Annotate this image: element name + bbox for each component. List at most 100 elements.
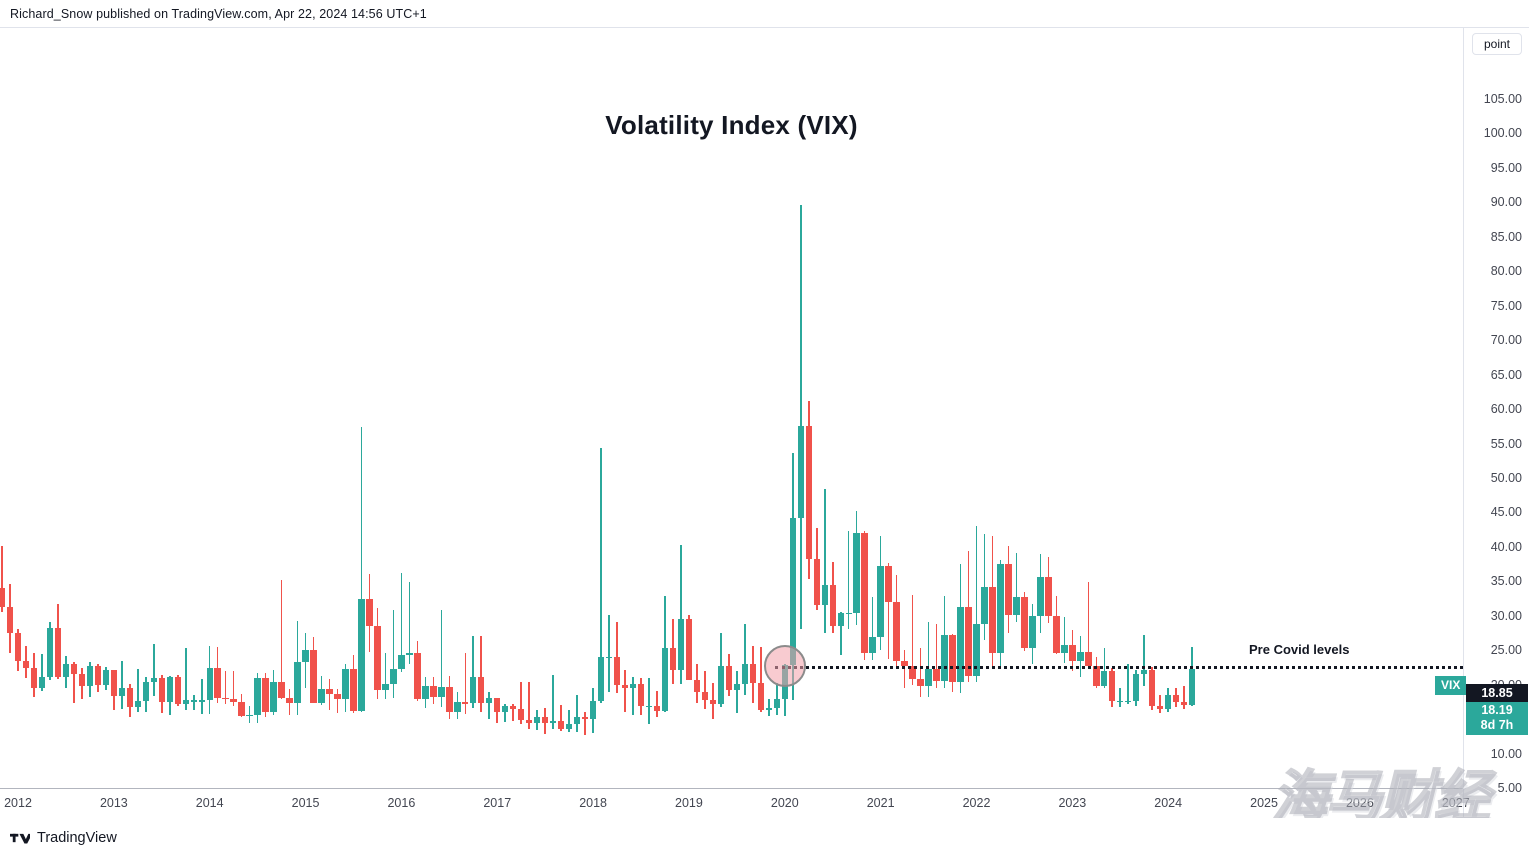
candle-wick — [1183, 685, 1185, 709]
price-tick-label: 80.00 — [1490, 264, 1522, 279]
candle-wick — [384, 652, 387, 699]
candle-body — [789, 518, 796, 665]
price-tick-label: 90.00 — [1490, 195, 1522, 210]
symbol-tag: VIX — [1435, 675, 1467, 695]
chart-plot-area[interactable]: Volatility Index (VIX) Pre Covid levels — [0, 28, 1463, 788]
candle-body — [342, 669, 349, 700]
candle-body — [1133, 673, 1140, 701]
candle-body — [350, 669, 357, 712]
candle-body — [605, 656, 613, 659]
candle-body — [589, 701, 597, 719]
price-tick-label: 65.00 — [1490, 367, 1522, 382]
candle-wick — [744, 623, 746, 695]
candle-body — [637, 683, 645, 707]
price-tick-label: 60.00 — [1490, 402, 1522, 417]
candle-body — [805, 425, 812, 559]
candle-wick — [568, 709, 570, 732]
candle-body — [302, 650, 309, 663]
time-tick-label: 2014 — [195, 796, 224, 810]
time-tick-label: 2021 — [866, 796, 895, 810]
price-tick-label: 95.00 — [1490, 160, 1522, 175]
candle-body — [877, 566, 884, 638]
candle-wick — [392, 609, 395, 698]
candle-body — [765, 707, 773, 710]
price-tick-label: 30.00 — [1490, 608, 1522, 623]
candle-body — [374, 625, 381, 691]
candle-body — [645, 705, 653, 708]
tradingview-mark-icon — [10, 833, 30, 844]
time-axis[interactable]: 2012 2013 2014 2015 2016 2017 2018 2019 2020 2021… — [0, 788, 1470, 818]
pre-covid-highlight-circle[interactable] — [764, 645, 806, 688]
candle-body — [262, 678, 269, 713]
candle-body — [997, 564, 1004, 653]
price-tick-label: 45.00 — [1490, 505, 1522, 520]
candle-body — [565, 724, 573, 729]
candle-body — [206, 667, 213, 701]
candle-body — [989, 587, 996, 653]
candle-body — [54, 628, 62, 677]
candle-body — [430, 686, 437, 697]
candle-body — [549, 721, 557, 724]
candle-body — [725, 665, 733, 691]
candle-wick — [232, 671, 235, 707]
candle-wick — [1087, 582, 1090, 670]
candle-wick — [488, 692, 491, 720]
candle-body — [46, 628, 54, 677]
candle-body — [1172, 695, 1180, 703]
candle-body — [957, 607, 964, 683]
candle-body — [470, 676, 477, 703]
candle-wick — [768, 698, 770, 716]
time-tick-label: 2015 — [291, 796, 320, 810]
candle-body — [541, 717, 549, 724]
time-tick-label: 2024 — [1154, 796, 1183, 810]
price-unit-chip[interactable]: point — [1472, 33, 1522, 55]
price-tick-label: 70.00 — [1490, 333, 1522, 348]
price-axis[interactable]: point 105.00 100.00 95.00 90.00 85.00 80.00 75… — [1463, 28, 1529, 817]
time-tick-label: 2023 — [1058, 796, 1087, 810]
tradingview-logo[interactable]: TradingView — [10, 830, 117, 846]
price-tick-label: 105.00 — [1483, 92, 1522, 106]
candle-wick — [73, 662, 75, 703]
candle-body — [134, 701, 141, 707]
candle-wick — [1015, 553, 1018, 623]
time-tick-label: 2026 — [1345, 796, 1374, 810]
candle-wick — [121, 661, 123, 709]
candle-wick — [584, 711, 586, 736]
candle-wick — [41, 653, 43, 692]
candle-body — [797, 425, 804, 519]
candle-body — [821, 584, 828, 605]
candle-wick — [504, 704, 507, 723]
candle-wick — [704, 671, 706, 709]
candle-body — [1005, 564, 1012, 615]
publish-bar: Richard_Snow published on TradingView.co… — [0, 0, 1529, 28]
candle-wick — [192, 694, 195, 711]
candle-body — [533, 717, 541, 723]
candle-body — [773, 699, 780, 708]
candle-wick — [1063, 616, 1066, 663]
candle-body — [693, 680, 701, 693]
pre-covid-level-line[interactable] — [775, 666, 1463, 670]
candle-wick — [512, 704, 515, 722]
candle-body — [238, 702, 245, 716]
candle-body — [1069, 644, 1076, 661]
publish-info-text: Richard_Snow published on TradingView.co… — [10, 6, 427, 21]
candle-body — [949, 635, 956, 683]
candle-body — [1029, 615, 1036, 648]
price-tick-label: 25.00 — [1490, 643, 1522, 658]
candle-body — [1061, 644, 1068, 653]
candle-wick — [776, 682, 778, 716]
time-tick-label: 2019 — [675, 796, 703, 810]
candle-wick — [1143, 635, 1146, 687]
candle-wick — [887, 562, 890, 659]
candle-wick — [648, 678, 650, 725]
candle-body — [214, 667, 221, 698]
candle-body — [757, 682, 765, 710]
candle-body — [294, 662, 301, 703]
candle-body — [118, 687, 126, 696]
candle-body — [717, 665, 725, 705]
last-price-badge: 18.85 — [1466, 683, 1528, 702]
candle-body — [845, 612, 852, 615]
candle-body — [661, 648, 669, 712]
candle-wick — [975, 526, 978, 683]
time-tick-label: 2020 — [770, 796, 799, 810]
